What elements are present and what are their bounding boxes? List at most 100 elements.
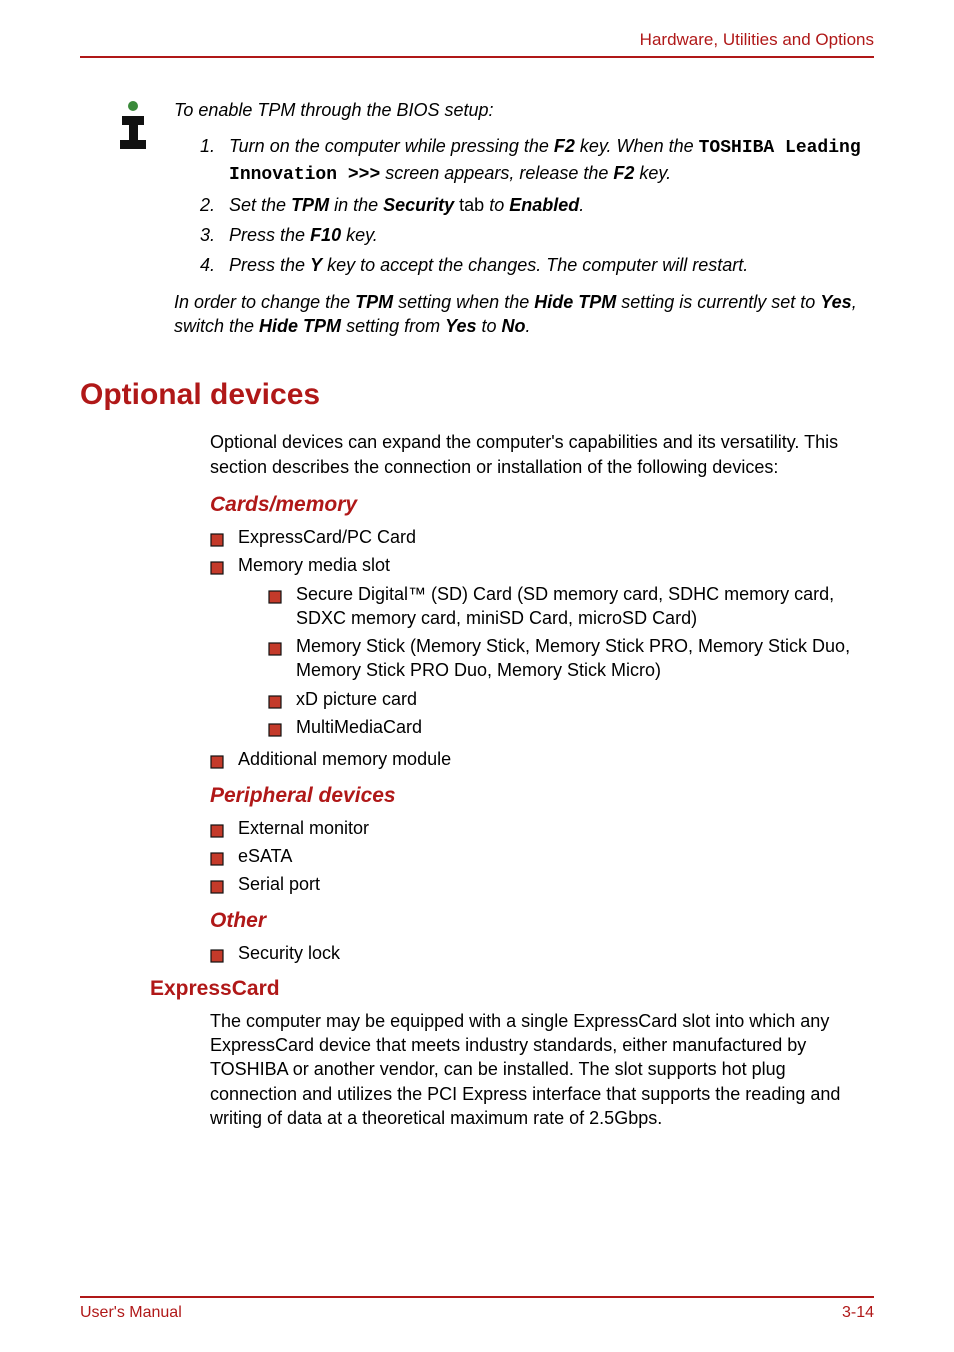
list-item-text: Memory media slot bbox=[238, 553, 874, 577]
step-number: 3. bbox=[200, 223, 215, 247]
running-header: Hardware, Utilities and Options bbox=[80, 30, 874, 50]
section-intro: Optional devices can expand the computer… bbox=[210, 430, 874, 479]
list-item: Serial port bbox=[210, 872, 874, 896]
list-item: ExpressCard/PC Card bbox=[210, 525, 874, 549]
square-bullet-icon bbox=[210, 848, 224, 862]
text-run: key. bbox=[341, 225, 378, 245]
step-number: 1. bbox=[200, 134, 215, 187]
list-item-text: External monitor bbox=[238, 816, 874, 840]
square-bullet-icon bbox=[210, 876, 224, 890]
text-run: No bbox=[501, 316, 525, 336]
bullet-list: External monitor eSATA Serial port bbox=[210, 816, 874, 897]
list-item-text: MultiMediaCard bbox=[296, 715, 874, 739]
info-tpm-note: In order to change the TPM setting when … bbox=[174, 290, 874, 339]
square-bullet-icon bbox=[210, 529, 224, 543]
info-note-body: To enable TPM through the BIOS setup: 1.… bbox=[174, 98, 874, 350]
list-item: Additional memory module bbox=[210, 747, 874, 771]
list-item-text: Additional memory module bbox=[238, 747, 874, 771]
text-run: In order to change the bbox=[174, 292, 355, 312]
list-item: Secure Digital™ (SD) Card (SD memory car… bbox=[268, 582, 874, 631]
text-run: Hide TPM bbox=[534, 292, 616, 312]
info-step: 2. Set the TPM in the Security tab to Ena… bbox=[200, 193, 874, 217]
text-run: . bbox=[525, 316, 530, 336]
text-run: F2 bbox=[554, 136, 575, 156]
square-bullet-icon bbox=[268, 586, 282, 600]
info-step: 3. Press the F10 key. bbox=[200, 223, 874, 247]
group-heading: Peripheral devices bbox=[210, 784, 874, 808]
list-item-text: Serial port bbox=[238, 872, 874, 896]
text-run: to bbox=[476, 316, 501, 336]
text-run: setting is currently set to bbox=[616, 292, 820, 312]
square-bullet-icon bbox=[210, 751, 224, 765]
list-item-text: xD picture card bbox=[296, 687, 874, 711]
square-bullet-icon bbox=[268, 719, 282, 733]
info-icon bbox=[110, 98, 156, 155]
bullet-list: Secure Digital™ (SD) Card (SD memory car… bbox=[268, 582, 874, 740]
bullet-list: Security lock bbox=[210, 941, 874, 965]
text-run: F2 bbox=[613, 163, 634, 183]
info-steps-list: 1. Turn on the computer while pressing th… bbox=[200, 134, 874, 277]
text-run: Hide TPM bbox=[259, 316, 341, 336]
list-item-text: Security lock bbox=[238, 941, 874, 965]
footer-rule bbox=[80, 1296, 874, 1298]
text-run: tab bbox=[454, 195, 489, 215]
info-step: 1. Turn on the computer while pressing th… bbox=[200, 134, 874, 187]
square-bullet-icon bbox=[268, 691, 282, 705]
text-run: key. bbox=[634, 163, 671, 183]
info-note-block: To enable TPM through the BIOS setup: 1.… bbox=[110, 98, 874, 350]
text-run: TPM bbox=[355, 292, 393, 312]
text-run: setting from bbox=[341, 316, 445, 336]
group-heading: Other bbox=[210, 909, 874, 933]
list-item-text: Memory Stick (Memory Stick, Memory Stick… bbox=[296, 634, 874, 683]
step-text: Press the Y key to accept the changes. T… bbox=[229, 253, 748, 277]
text-run: Turn on the computer while pressing the bbox=[229, 136, 554, 156]
text-run: Press the bbox=[229, 255, 310, 275]
step-text: Turn on the computer while pressing the … bbox=[229, 134, 874, 187]
list-item-text: eSATA bbox=[238, 844, 874, 868]
info-step: 4. Press the Y key to accept the changes.… bbox=[200, 253, 874, 277]
step-number: 2. bbox=[200, 193, 215, 217]
info-intro: To enable TPM through the BIOS setup: bbox=[174, 98, 874, 122]
footer-left: User's Manual bbox=[80, 1304, 182, 1322]
footer-right: 3-14 bbox=[842, 1304, 874, 1322]
text-run: Y bbox=[310, 255, 322, 275]
group-heading: Cards/memory bbox=[210, 493, 874, 517]
list-item-text: ExpressCard/PC Card bbox=[238, 525, 874, 549]
section-title-optional-devices: Optional devices bbox=[80, 378, 874, 412]
list-item: Memory media slot Secure Digital™ (SD) Ca… bbox=[210, 553, 874, 743]
list-item: Memory Stick (Memory Stick, Memory Stick… bbox=[268, 634, 874, 683]
bullet-list: ExpressCard/PC Card Memory media slot Secu… bbox=[210, 525, 874, 772]
square-bullet-icon bbox=[268, 638, 282, 652]
text-run: Enabled bbox=[509, 195, 579, 215]
subsection-heading-expresscard: ExpressCard bbox=[150, 977, 874, 1001]
list-item: Security lock bbox=[210, 941, 874, 965]
text-run: TPM bbox=[291, 195, 329, 215]
square-bullet-icon bbox=[210, 820, 224, 834]
list-item-text: Secure Digital™ (SD) Card (SD memory car… bbox=[296, 582, 874, 631]
page-footer: User's Manual 3-14 bbox=[80, 1296, 874, 1322]
text-run: Security bbox=[383, 195, 454, 215]
text-run: Set the bbox=[229, 195, 291, 215]
square-bullet-icon bbox=[210, 945, 224, 959]
expresscard-body: The computer may be equipped with a sing… bbox=[210, 1009, 874, 1130]
step-text: Set the TPM in the Security tab to Enabl… bbox=[229, 193, 584, 217]
square-bullet-icon bbox=[210, 557, 224, 571]
list-item: External monitor bbox=[210, 816, 874, 840]
text-run: Yes bbox=[445, 316, 476, 336]
text-run: screen appears, release the bbox=[380, 163, 613, 183]
text-run: Press the bbox=[229, 225, 310, 245]
text-run: key. When the bbox=[575, 136, 699, 156]
header-rule bbox=[80, 56, 874, 58]
text-run: in the bbox=[329, 195, 383, 215]
text-run: . bbox=[579, 195, 584, 215]
text-run: setting when the bbox=[393, 292, 534, 312]
list-item: eSATA bbox=[210, 844, 874, 868]
list-item: xD picture card bbox=[268, 687, 874, 711]
text-run: Yes bbox=[820, 292, 851, 312]
step-text: Press the F10 key. bbox=[229, 223, 378, 247]
list-item: MultiMediaCard bbox=[268, 715, 874, 739]
text-run: F10 bbox=[310, 225, 341, 245]
step-number: 4. bbox=[200, 253, 215, 277]
text-run: to bbox=[489, 195, 509, 215]
text-run: key to accept the changes. The computer … bbox=[322, 255, 748, 275]
